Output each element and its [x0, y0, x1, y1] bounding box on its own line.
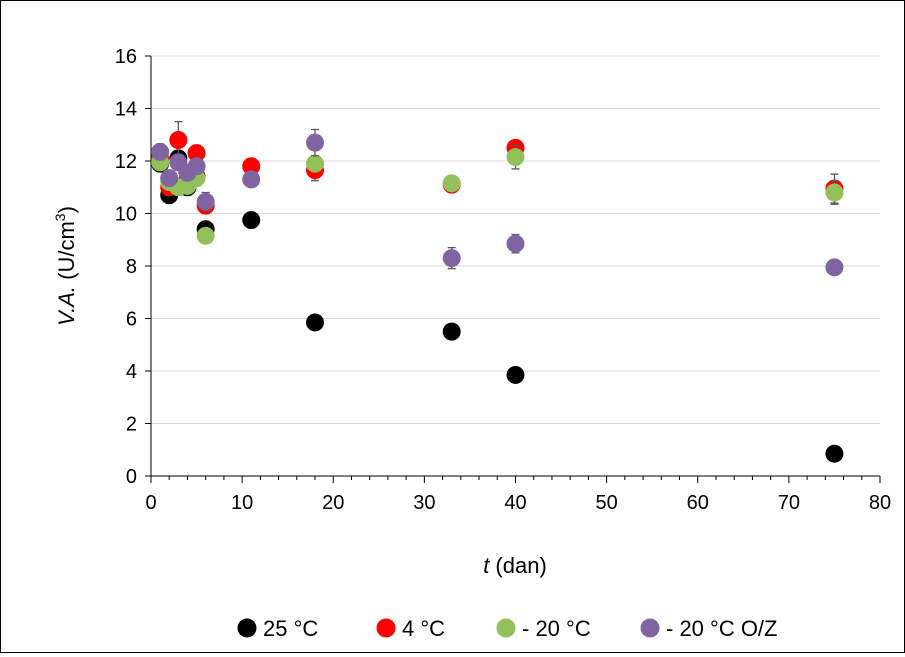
data-point [442, 174, 461, 193]
x-tick-label: 80 [869, 492, 891, 514]
legend-marker [640, 618, 660, 638]
data-point [825, 444, 844, 463]
x-tick-label: 10 [231, 492, 253, 514]
series-4-c [151, 120, 844, 215]
data-point [506, 148, 525, 167]
legend-label: - 20 °C O/Z [666, 616, 777, 641]
legend-label: - 20 °C [522, 616, 591, 641]
y-tick-label: 14 [115, 99, 137, 121]
data-point [825, 183, 844, 202]
y-tick-label: 0 [126, 466, 137, 488]
y-tick-label: 6 [126, 309, 137, 331]
legend-marker [376, 618, 396, 638]
data-point [442, 322, 461, 341]
legend: 25 °C 4 °C - 20 °C - 20 °C O/Z [237, 616, 777, 641]
x-tick-label: 0 [145, 492, 156, 514]
legend-label: 4 °C [402, 616, 445, 641]
x-tick-label: 50 [596, 492, 618, 514]
legend-marker [496, 618, 516, 638]
x-tick-label: 70 [778, 492, 800, 514]
data-point [169, 131, 188, 149]
data-point [242, 170, 261, 189]
data-point [151, 142, 170, 161]
legend-marker [237, 618, 257, 638]
data-point [306, 154, 325, 173]
data-point [242, 157, 261, 176]
y-tick-label: 8 [126, 256, 137, 278]
y-tick-label: 12 [115, 151, 137, 173]
legend-label: 25 °C [263, 616, 318, 641]
data-point [506, 234, 525, 253]
x-tick-label: 20 [322, 492, 344, 514]
x-axis-title: t (dan) [483, 553, 547, 578]
x-tick-label: 60 [687, 492, 709, 514]
data-point [242, 211, 261, 230]
data-point [825, 258, 844, 277]
data-point [196, 226, 215, 245]
data-point [306, 133, 325, 152]
data-point [187, 157, 206, 176]
y-axis-title: V.A. (U/cm3) [52, 206, 79, 326]
data-point [306, 313, 325, 332]
x-tick-label: 30 [413, 492, 435, 514]
y-tick-label: 2 [126, 414, 137, 436]
data-point [196, 192, 215, 211]
data-points [151, 120, 844, 463]
y-tick-label: 16 [115, 46, 137, 68]
data-point [506, 365, 525, 384]
data-point [442, 249, 461, 268]
axes: 0 2 4 6 8 10 12 14 16 0 10 20 30 40 50 60 70 80 [115, 46, 891, 514]
y-tick-label: 10 [115, 204, 137, 226]
x-tick-label: 40 [504, 492, 526, 514]
data-point [160, 169, 179, 188]
data-point [187, 144, 206, 163]
series-25-c [151, 149, 844, 463]
y-tick-label: 4 [126, 361, 137, 383]
series-20-c-o-z [151, 128, 844, 277]
